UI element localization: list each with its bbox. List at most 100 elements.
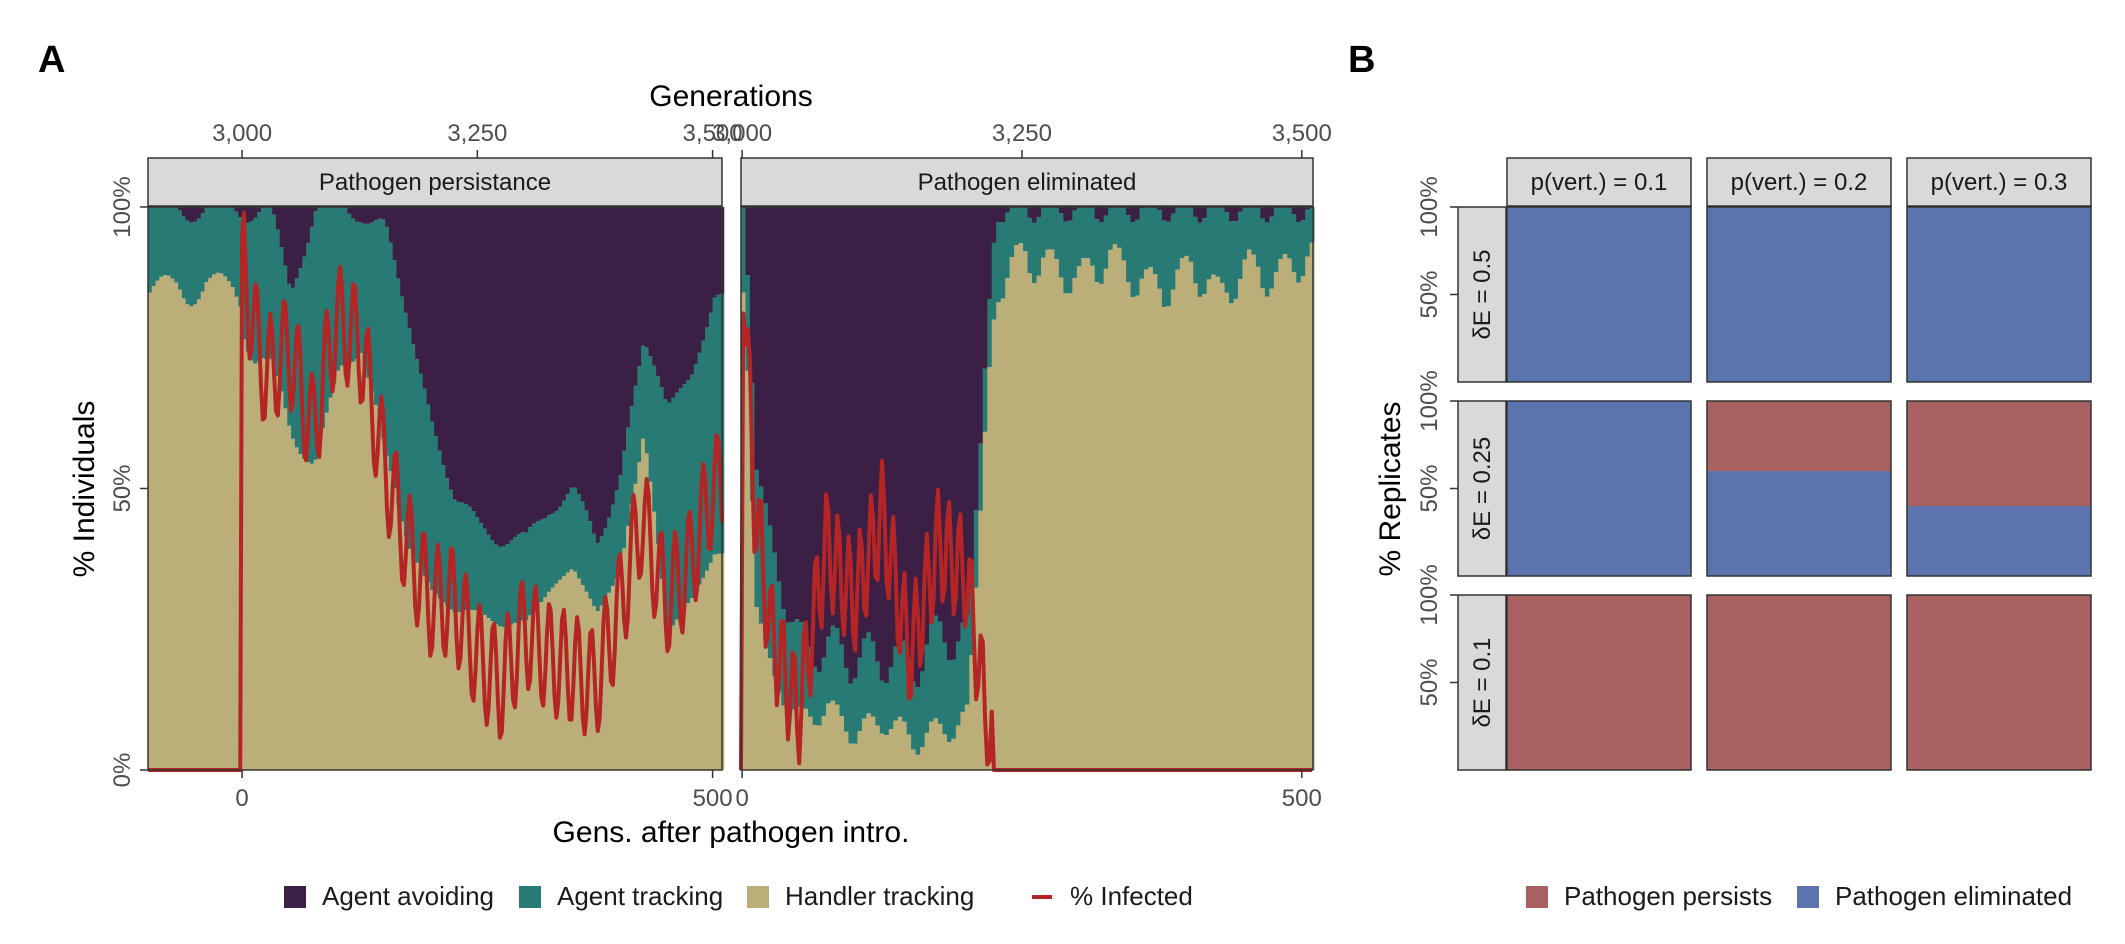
stacked-bar-segment	[929, 623, 934, 722]
stacked-bar-segment	[385, 207, 390, 227]
stacked-bar-segment	[1121, 260, 1127, 770]
stacked-bar-segment	[1193, 216, 1199, 284]
stacked-bar-segment	[1300, 276, 1306, 770]
stacked-bar-segment	[234, 207, 239, 212]
stacked-bar-segment	[1018, 207, 1024, 244]
stacked-bar-segment	[193, 207, 198, 222]
stacked-bar-segment	[1305, 207, 1311, 210]
stacked-bar-segment	[682, 384, 687, 609]
stacked-bar-segment	[422, 388, 427, 576]
stacked-bar-segment	[626, 427, 631, 526]
stacked-bar-segment	[1139, 208, 1145, 279]
stacked-bar-segment	[1032, 222, 1037, 284]
stacked-bar-segment	[234, 296, 239, 770]
stacked-bar-segment	[166, 207, 171, 276]
stacked-bar-segment	[835, 207, 840, 629]
stacked-bar-segment	[663, 615, 668, 770]
stacked-bar-segment	[381, 207, 386, 219]
stacked-bar-segment	[1099, 283, 1105, 770]
bar-segment-pathogen-eliminated	[1507, 401, 1691, 576]
stacked-bar-segment	[1255, 207, 1261, 267]
stacked-bar-segment	[283, 408, 288, 770]
stacked-bar-segment	[830, 207, 836, 626]
stacked-bar-segment	[400, 296, 405, 522]
stacked-bar-segment	[1045, 207, 1051, 250]
stacked-bar-segment	[1193, 207, 1199, 217]
stacked-bar-segment	[501, 546, 506, 628]
stacked-bar-segment	[708, 562, 713, 770]
cell-border	[1906, 594, 2092, 771]
stacked-bar-segment	[678, 207, 683, 389]
stacked-bar-segment	[211, 274, 217, 770]
stacked-bar-segment	[1000, 207, 1006, 223]
stacked-bar-segment	[946, 660, 952, 743]
stacked-bar-segment	[253, 363, 258, 770]
stacked-bar-segment	[313, 211, 318, 460]
stacked-bar-segment	[430, 590, 435, 770]
column-strip-label: p(vert.) = 0.3	[1931, 169, 2068, 196]
stacked-bar-segment	[652, 207, 657, 366]
stacked-bar-segment	[614, 490, 619, 580]
stacked-bar-segment	[482, 528, 488, 615]
stacked-bar-segment	[366, 377, 371, 770]
stacked-bar-segment	[1309, 242, 1315, 771]
stacked-bar-segment	[358, 353, 363, 770]
stacked-bar-segment	[1238, 278, 1243, 770]
stacked-bar-segment	[933, 718, 939, 770]
stacked-bar-segment	[498, 207, 503, 547]
stacked-bar-segment	[920, 747, 925, 770]
stacked-bar-segment	[211, 207, 217, 275]
stacked-bar-segment	[279, 391, 284, 770]
stacked-bar-segment	[475, 610, 480, 770]
stacked-bar-segment	[1126, 281, 1131, 770]
stacked-bar-segment	[569, 487, 574, 570]
stacked-bar-segment	[355, 207, 360, 222]
stacked-bar-segment	[475, 207, 480, 518]
stacked-bar-segment	[915, 687, 921, 755]
stacked-bar-segment	[1152, 274, 1158, 770]
stacked-bar-segment	[1112, 244, 1118, 771]
stacked-bar-segment	[1121, 207, 1127, 261]
stacked-bar-segment	[964, 614, 970, 705]
stacked-bar-segment	[888, 667, 894, 730]
stacked-bar-segment	[430, 421, 435, 591]
legend-label: Pathogen persists	[1564, 881, 1772, 911]
stacked-bar-segment	[1291, 214, 1297, 273]
stacked-bar-segment	[403, 536, 409, 770]
stacked-bar-segment	[543, 207, 548, 518]
stacked-bar-segment	[275, 376, 281, 770]
stacked-bar-segment	[754, 606, 760, 770]
stacked-bar-segment	[701, 340, 706, 578]
stacked-bar-segment	[317, 443, 322, 770]
stacked-bar-segment	[245, 207, 251, 223]
stacked-bar-segment	[879, 733, 885, 770]
stacked-bar-segment	[196, 218, 202, 300]
stacked-bar-segment	[644, 453, 649, 770]
stacked-bar-segment	[812, 724, 818, 770]
stacked-bar-segment	[1094, 219, 1100, 282]
stacked-bar-segment	[812, 207, 818, 667]
stacked-bar-segment	[857, 731, 863, 770]
stacked-bar-segment	[441, 465, 446, 603]
stacked-bar-segment	[396, 278, 401, 506]
stacked-bar-segment	[1040, 257, 1046, 770]
stacked-bar-segment	[1099, 207, 1105, 223]
stacked-bar-segment	[148, 207, 153, 293]
stacked-bar-segment	[1260, 218, 1266, 289]
stacked-bar-segment	[1157, 288, 1163, 770]
stacked-bar-segment	[902, 640, 908, 722]
stacked-bar-segment	[951, 659, 957, 739]
stacked-bar-segment	[644, 347, 649, 454]
stacked-bar-segment	[1269, 207, 1275, 217]
stacked-bar-segment	[929, 721, 934, 770]
stacked-bar-segment	[693, 591, 698, 770]
stacked-bar-segment	[577, 494, 582, 579]
stacked-bar-segment	[562, 500, 567, 577]
stacked-bar-segment	[1273, 271, 1279, 770]
stacked-bar-segment	[697, 207, 702, 353]
stacked-bar-segment	[835, 628, 840, 705]
stacked-bar-segment	[291, 207, 296, 288]
stacked-bar-segment	[1067, 220, 1073, 294]
stacked-bar-segment	[839, 644, 845, 717]
stacked-bar-segment	[1260, 288, 1266, 770]
